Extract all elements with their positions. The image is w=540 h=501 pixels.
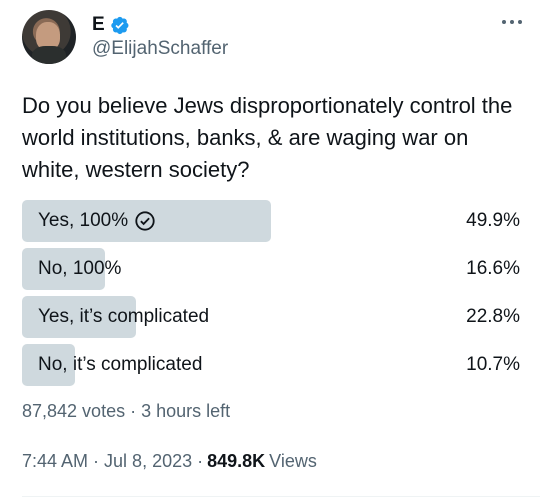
tweet-date[interactable]: Jul 8, 2023 — [104, 451, 193, 471]
verified-badge-icon — [110, 16, 129, 34]
poll-votes: 87,842 votes — [22, 401, 126, 421]
tweet-header: E @ElijahSchaffer — [22, 10, 524, 66]
views-label: Views — [269, 451, 317, 471]
poll-option-text: No, 100% — [38, 258, 122, 279]
poll-percent: 16.6% — [466, 258, 520, 279]
poll-option: Yes, 100% 49.9% — [22, 200, 520, 242]
poll-option: No, 100% 16.6% — [22, 248, 520, 290]
poll-option-text: No, it’s complicated — [38, 354, 203, 375]
poll-percent: 49.9% — [466, 210, 520, 231]
check-circle-icon — [135, 211, 155, 231]
poll-option-label: No, 100% — [38, 248, 121, 290]
tweet-time[interactable]: 7:44 AM — [22, 451, 89, 471]
poll-option: No, it’s complicated 10.7% — [22, 344, 520, 386]
divider — [22, 496, 540, 497]
poll-option-text: Yes, 100% — [38, 210, 129, 231]
separator: · — [93, 451, 100, 471]
poll-option-label: Yes, 100% — [38, 200, 156, 242]
poll-option-label: Yes, it’s complicated — [38, 296, 209, 338]
poll-option-label: No, it’s complicated — [38, 344, 202, 386]
more-horizontal-icon[interactable] — [500, 12, 524, 32]
poll: Yes, 100% 49.9% No, 100% 16.6% Yes, it’s… — [22, 200, 520, 392]
tweet-footer: 7:44 AM · Jul 8, 2023 · 849.8K Views — [22, 451, 317, 472]
separator: · — [197, 451, 204, 471]
poll-meta: 87,842 votes · 3 hours left — [22, 401, 230, 422]
views-count[interactable]: 849.8K — [207, 451, 266, 471]
poll-bar — [22, 296, 136, 338]
avatar[interactable] — [22, 10, 76, 64]
author-name[interactable]: E — [92, 14, 105, 35]
author-name-row[interactable]: E — [92, 14, 130, 36]
author-handle[interactable]: @ElijahSchaffer — [92, 38, 229, 59]
poll-option-text: Yes, it’s complicated — [38, 306, 210, 327]
poll-bar — [22, 248, 105, 290]
poll-percent: 22.8% — [466, 306, 520, 327]
poll-percent: 10.7% — [466, 354, 520, 375]
poll-option: Yes, it’s complicated 22.8% — [22, 296, 520, 338]
separator: · — [130, 401, 137, 421]
tweet-text: Do you believe Jews disproportionately c… — [22, 93, 513, 182]
poll-bar — [22, 344, 76, 386]
poll-time-left: 3 hours left — [141, 401, 231, 421]
